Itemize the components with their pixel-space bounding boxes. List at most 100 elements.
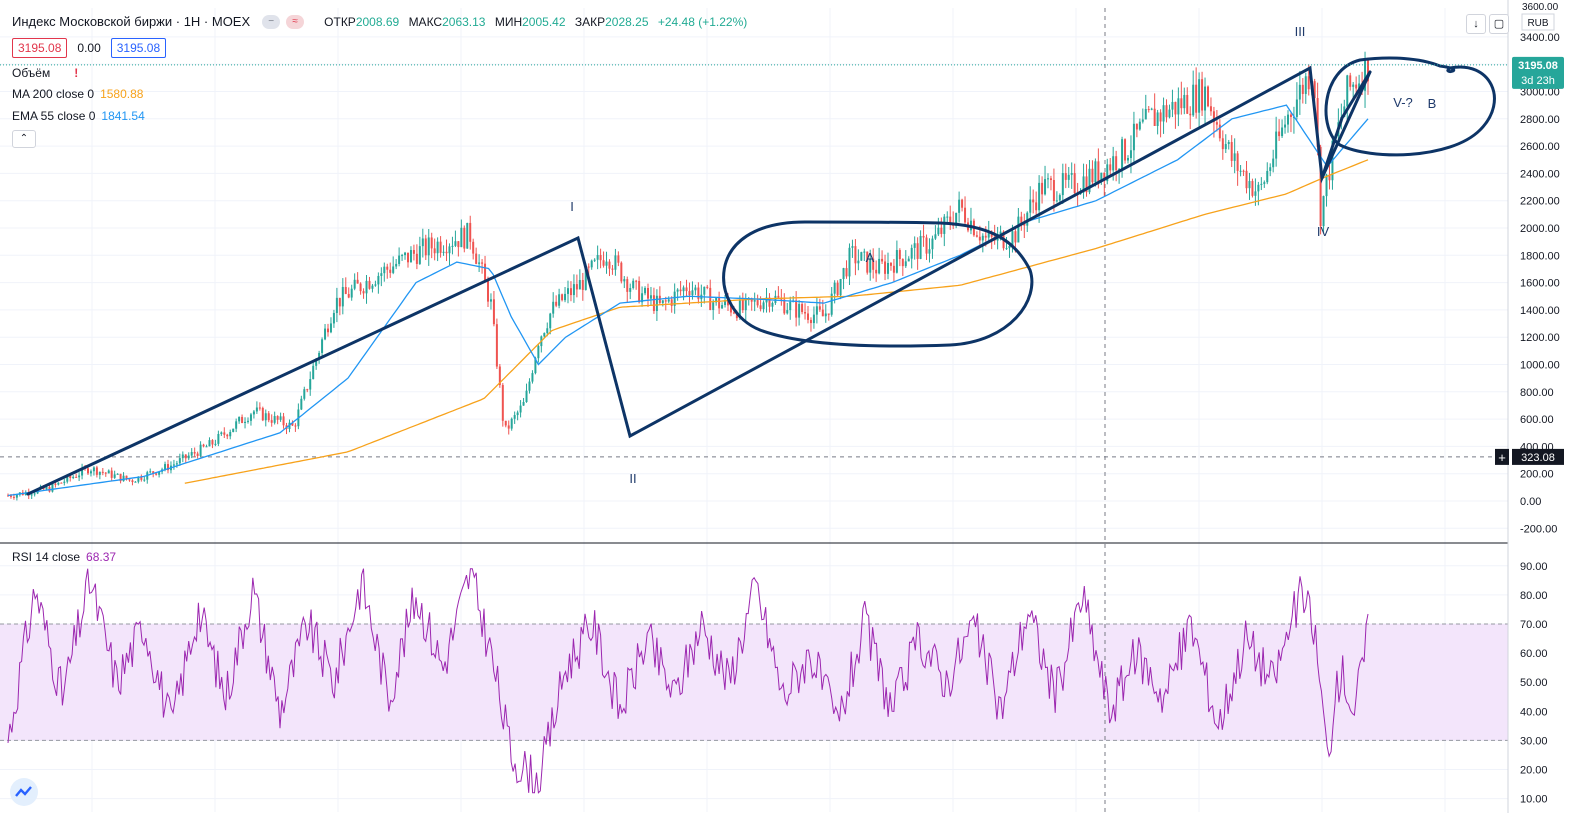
candle-body (857, 260, 860, 264)
candle-body (1121, 139, 1124, 169)
candle-body (762, 302, 765, 310)
candle-body (688, 291, 691, 296)
candle-body (1198, 79, 1201, 113)
candle-body (1064, 173, 1067, 180)
candle-body (1082, 176, 1085, 193)
price-tick-label: 800.00 (1520, 387, 1554, 399)
candle-body (584, 266, 587, 290)
candle-body (673, 291, 676, 306)
candle-body (244, 421, 247, 423)
candle-body (1174, 101, 1177, 115)
price-tick-label: 1000.00 (1520, 360, 1560, 372)
candle-body (404, 252, 407, 256)
candle-body (812, 314, 815, 324)
candle-body (1061, 173, 1064, 196)
candle-body (1049, 178, 1052, 181)
candle-body (978, 236, 981, 241)
candle-body (113, 474, 116, 478)
candle-body (1215, 122, 1218, 125)
candle-body (664, 300, 667, 302)
ma-legend[interactable]: MA 200 close 0 1580.88 (12, 87, 143, 101)
candle-body (484, 263, 487, 281)
candle-body (531, 373, 534, 382)
candle-body (1313, 81, 1316, 99)
candle-body (15, 494, 18, 498)
change-value: +24.48 (+1.22%) (657, 14, 748, 29)
candle-body (863, 251, 866, 253)
candle-body (92, 467, 95, 472)
arrow-down-icon[interactable]: ↓ (1466, 14, 1486, 34)
low-label: МИН (494, 14, 523, 29)
candle-body (608, 261, 611, 269)
price-tick-label: 1600.00 (1520, 278, 1560, 290)
candle-body (1358, 83, 1361, 89)
candle-body (1153, 108, 1156, 126)
candle-body (1192, 84, 1195, 116)
candle-body (549, 313, 552, 329)
tradingview-logo-icon[interactable] (10, 778, 38, 806)
candle-body (329, 323, 332, 333)
candle-body (727, 300, 729, 306)
candle-body (564, 293, 567, 301)
candle-body (1307, 76, 1310, 90)
sell-button[interactable]: 3195.08 (12, 38, 68, 58)
candle-body (211, 440, 214, 445)
plus-icon: + (1498, 450, 1506, 465)
candle-body (270, 420, 273, 423)
candle-body (1127, 157, 1129, 161)
candle-body (380, 273, 383, 276)
candle-body (149, 471, 152, 473)
candle-body (199, 444, 202, 456)
warning-icon[interactable]: ! (74, 66, 79, 80)
last-price-tag (1512, 56, 1564, 89)
candle-body (839, 279, 842, 296)
close-label: ЗАКР (574, 14, 606, 29)
candle-body (386, 266, 389, 270)
candle-body (575, 284, 578, 290)
volume-legend[interactable]: Объём ! (12, 66, 78, 80)
collapse-legend-button[interactable]: ⌃ (12, 130, 36, 148)
candle-body (229, 431, 232, 437)
minus-icon[interactable]: − (262, 14, 281, 29)
candles-group (7, 51, 1369, 501)
candle-body (1106, 164, 1109, 182)
symbol-title[interactable]: Индекс Московской биржи · 1Н · MOEX (12, 14, 251, 29)
close-value: 2028.25 (605, 14, 649, 29)
candle-body (697, 287, 700, 300)
candle-body (137, 476, 140, 482)
candle-body (804, 312, 807, 314)
candle-body (632, 280, 635, 288)
candle-body (786, 310, 789, 314)
candle-body (63, 481, 66, 483)
candle-body (415, 253, 418, 264)
candle-body (715, 298, 718, 303)
buy-button[interactable]: 3195.08 (110, 38, 167, 58)
candle-body (635, 280, 638, 282)
candle-body (1023, 223, 1026, 226)
candle-body (1272, 158, 1275, 168)
candle-body (350, 288, 353, 298)
candle-body (119, 473, 122, 482)
rsi-legend[interactable]: RSI 14 close 68.37 (12, 550, 116, 564)
approx-icon[interactable]: ≈ (286, 14, 305, 29)
candle-body (1047, 178, 1049, 180)
candle-body (593, 259, 596, 261)
candle-body (1212, 111, 1215, 123)
candle-body (691, 290, 694, 296)
candle-body (460, 227, 463, 248)
candle-body (1141, 119, 1144, 122)
candle-body (1239, 170, 1242, 172)
candle-body (341, 287, 344, 307)
maximize-icon[interactable]: ▢ (1489, 14, 1509, 34)
candle-body (104, 472, 107, 474)
candle-body (1204, 86, 1207, 111)
candle-body (928, 249, 931, 254)
ema-legend[interactable]: EMA 55 close 0 1841.54 (12, 109, 145, 123)
candle-body (347, 293, 350, 298)
crosshair-price-tag (1512, 448, 1564, 465)
candle-body (1301, 84, 1304, 94)
candle-body (217, 433, 220, 444)
candle-body (1260, 183, 1263, 185)
candle-body (759, 305, 762, 310)
